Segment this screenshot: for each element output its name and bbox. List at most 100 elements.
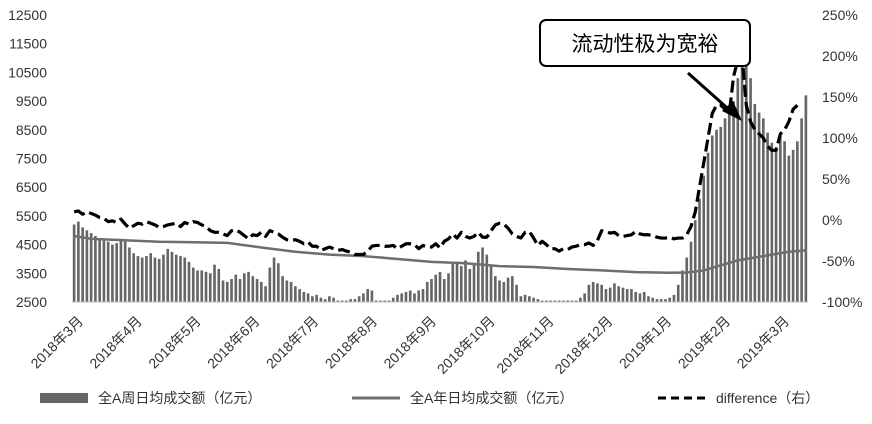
bar	[225, 281, 229, 302]
bar	[447, 273, 450, 302]
bar	[213, 264, 216, 302]
bar	[174, 254, 178, 302]
y-left-tick-label: 8500	[16, 122, 47, 138]
bar	[102, 238, 106, 302]
y-left-tick-label: 3500	[16, 265, 47, 281]
bar	[396, 294, 399, 302]
bar	[221, 280, 225, 302]
bar	[370, 290, 374, 302]
bar	[523, 294, 527, 302]
bar	[519, 296, 523, 302]
bar	[710, 135, 714, 302]
bar	[502, 281, 506, 302]
bar	[357, 296, 361, 302]
bar	[715, 129, 718, 302]
bar	[362, 293, 365, 302]
bar	[277, 263, 280, 302]
bar	[379, 300, 382, 302]
bar	[545, 300, 548, 302]
bar	[476, 251, 480, 302]
legend-label-annual: 全A年日均成交额（亿元）	[410, 390, 573, 406]
bar	[459, 266, 463, 302]
bar	[804, 95, 808, 302]
annual-avg-line	[73, 234, 806, 274]
bar	[170, 251, 174, 302]
bar	[647, 296, 650, 302]
bar	[553, 300, 557, 302]
legend-label-weekly: 全A周日均成交额（亿元）	[98, 390, 261, 406]
bar	[566, 300, 569, 302]
bar	[311, 296, 314, 302]
bar	[579, 297, 582, 302]
bar	[421, 289, 425, 302]
bar	[719, 126, 723, 303]
bar	[255, 279, 259, 302]
bar	[72, 224, 76, 302]
bar	[702, 175, 706, 302]
bar	[345, 300, 348, 302]
annotation-arrowhead	[722, 101, 742, 121]
bar	[506, 277, 510, 302]
bar	[668, 297, 672, 302]
bar	[528, 296, 531, 302]
bar	[77, 221, 80, 302]
x-tick-label: 2018年3月	[27, 313, 86, 372]
bar	[289, 281, 293, 302]
bar	[659, 299, 663, 302]
bar	[89, 233, 93, 302]
bar	[783, 141, 786, 302]
bar	[123, 240, 127, 302]
legend-swatch-weekly	[40, 393, 88, 403]
bar	[608, 287, 612, 302]
bar	[536, 299, 540, 302]
bar	[430, 279, 433, 302]
bar	[136, 256, 140, 302]
bar	[349, 299, 352, 302]
bar	[600, 284, 603, 302]
bar	[196, 270, 199, 302]
bar	[693, 220, 697, 302]
x-tick-label: 2018年6月	[204, 313, 263, 372]
bar	[570, 300, 574, 302]
bar	[481, 247, 484, 302]
y-left-tick-label: 6500	[16, 179, 47, 195]
bar	[438, 271, 442, 302]
bar	[766, 132, 769, 302]
y-right-tick-label: 0%	[822, 212, 842, 228]
bar	[332, 297, 335, 302]
bar	[617, 286, 621, 302]
bar	[85, 230, 89, 302]
y-left-tick-label: 11500	[9, 36, 47, 52]
y-left-tick-label: 7500	[16, 151, 47, 167]
bar	[744, 55, 748, 303]
bar	[587, 284, 591, 302]
bar	[353, 299, 357, 302]
bar	[770, 142, 774, 302]
bar	[468, 268, 472, 302]
bar	[425, 281, 429, 302]
y-left-tick-label: 4500	[16, 237, 47, 253]
bar	[272, 257, 276, 302]
bar	[417, 290, 421, 302]
bar	[664, 299, 667, 302]
annotation-label: 流动性极为宽裕	[572, 33, 719, 56]
bar	[328, 296, 331, 302]
bar	[145, 256, 148, 302]
bar	[208, 273, 212, 302]
bar	[132, 253, 136, 302]
bar	[366, 289, 369, 302]
bar	[157, 258, 161, 302]
x-tick-label: 2018年7月	[263, 313, 322, 372]
y-left-tick-label: 12500	[8, 7, 47, 23]
bar	[264, 286, 267, 302]
bar	[434, 274, 438, 302]
bar	[451, 263, 455, 302]
y-left-tick-label: 5500	[16, 208, 47, 224]
bar	[583, 293, 586, 302]
bar	[498, 280, 501, 302]
bar	[557, 300, 561, 302]
y-right-tick-label: 50%	[822, 171, 850, 187]
y-right-tick-label: -100%	[822, 294, 862, 310]
bar	[183, 257, 187, 302]
